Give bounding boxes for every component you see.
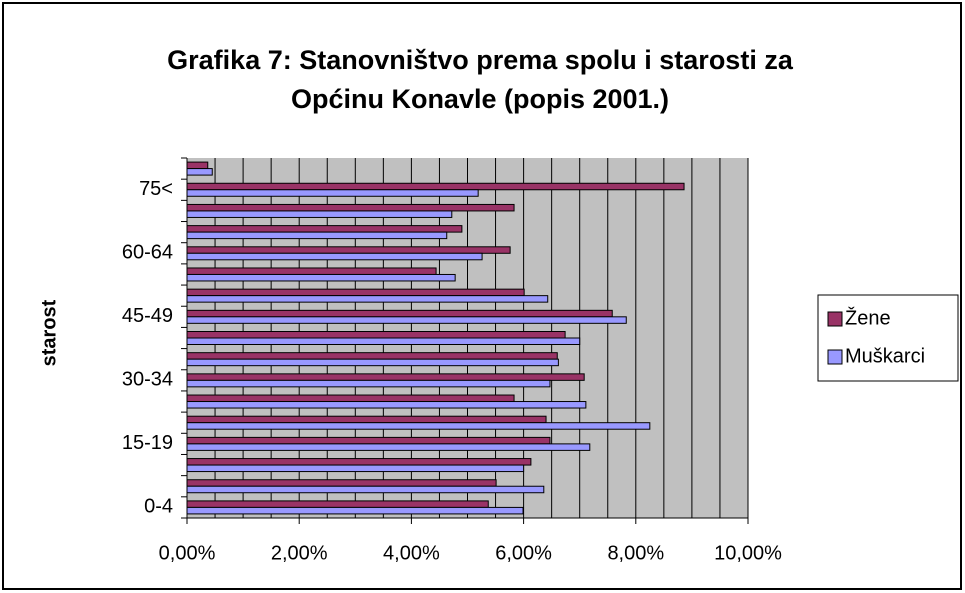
bar [186,443,591,451]
bar [186,415,547,424]
y-tick-label: 15-19 [122,432,173,454]
chart-title: Općinu Konavle (popis 2001.) [291,84,669,114]
legend-label: Muškarci [845,345,925,367]
bar [186,288,525,297]
y-tick-label: 45-49 [122,305,173,327]
bar [186,379,551,388]
bar [186,500,489,508]
bar [186,182,685,191]
y-tick-label: 30-34 [122,369,173,391]
legend-box [817,294,959,382]
chart-title: Grafika 7: Stanovništvo prema spolu i st… [167,45,794,75]
bar [186,161,209,170]
bar [186,394,515,403]
legend-swatch [827,349,843,365]
bar [186,267,437,275]
bar [186,252,483,261]
bar [186,246,511,254]
bar [186,337,581,345]
x-tick-label: 8,00% [607,542,664,564]
bar [186,168,213,176]
bar [186,352,558,360]
bar [186,358,559,367]
bar [186,479,497,487]
x-tick-label: 0,00% [159,542,216,564]
bar [186,464,525,473]
bar [186,231,448,240]
bar [186,189,479,197]
y-tick-label: 75< [139,178,173,200]
bar [186,485,545,494]
x-tick-label: 4,00% [383,542,440,564]
bar [186,273,456,282]
bar [186,422,651,430]
legend-label: Žene [845,306,891,329]
bar [186,295,549,303]
bar [186,210,453,218]
bar [186,506,524,515]
bar [186,203,515,212]
bar [186,331,566,339]
bar [186,316,627,324]
bar [186,309,613,318]
x-tick-label: 6,00% [495,542,552,564]
bar [186,401,587,409]
bar [186,225,463,233]
bar [186,436,551,445]
y-tick-label: 60-64 [122,242,173,264]
y-axis-label: starost [38,299,60,366]
x-tick-label: 2,00% [271,542,328,564]
legend-swatch [827,311,843,327]
bar [186,458,532,466]
bar [186,373,585,381]
x-tick-label: 10,00% [714,542,782,564]
y-tick-label: 0-4 [144,496,173,518]
